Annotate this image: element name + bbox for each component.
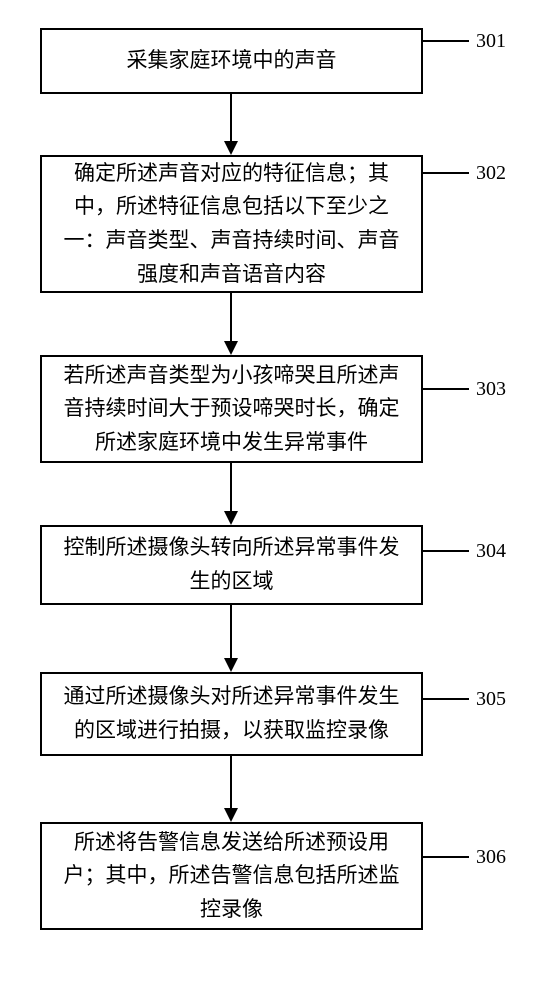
step-label-302: 302 [476, 162, 506, 185]
step-label-303: 303 [476, 378, 506, 401]
step-label-304: 304 [476, 540, 506, 563]
label-connector [423, 40, 469, 42]
label-connector [423, 856, 469, 858]
flow-edge [230, 293, 232, 343]
flow-node-text: 通过所述摄像头对所述异常事件发生的区域进行拍摄，以获取监控录像 [56, 680, 407, 747]
flow-edge [230, 463, 232, 513]
label-connector [423, 698, 469, 700]
step-label-301: 301 [476, 30, 506, 53]
flow-node-text: 所述将告警信息发送给所述预设用户；其中，所述告警信息包括所述监控录像 [56, 826, 407, 927]
flow-node-n1: 采集家庭环境中的声音 [40, 28, 423, 94]
step-label-306: 306 [476, 846, 506, 869]
flow-edge [230, 756, 232, 810]
flow-node-text: 确定所述声音对应的特征信息；其中，所述特征信息包括以下至少之一：声音类型、声音持… [56, 157, 407, 291]
flow-node-n2: 确定所述声音对应的特征信息；其中，所述特征信息包括以下至少之一：声音类型、声音持… [40, 155, 423, 293]
arrowhead-icon [224, 808, 238, 822]
flowchart-canvas: 采集家庭环境中的声音 301 确定所述声音对应的特征信息；其中，所述特征信息包括以下… [0, 0, 537, 1000]
arrowhead-icon [224, 658, 238, 672]
step-label-305: 305 [476, 688, 506, 711]
label-connector [423, 172, 469, 174]
flow-edge [230, 605, 232, 660]
flow-node-text: 采集家庭环境中的声音 [56, 44, 407, 78]
flow-node-n3: 若所述声音类型为小孩啼哭且所述声音持续时间大于预设啼哭时长，确定所述家庭环境中发… [40, 355, 423, 463]
label-connector [423, 550, 469, 552]
label-connector [423, 388, 469, 390]
flow-edge [230, 94, 232, 143]
flow-node-text: 若所述声音类型为小孩啼哭且所述声音持续时间大于预设啼哭时长，确定所述家庭环境中发… [56, 359, 407, 460]
arrowhead-icon [224, 341, 238, 355]
flow-node-n4: 控制所述摄像头转向所述异常事件发生的区域 [40, 525, 423, 605]
flow-node-n6: 所述将告警信息发送给所述预设用户；其中，所述告警信息包括所述监控录像 [40, 822, 423, 930]
flow-node-text: 控制所述摄像头转向所述异常事件发生的区域 [56, 531, 407, 598]
arrowhead-icon [224, 511, 238, 525]
flow-node-n5: 通过所述摄像头对所述异常事件发生的区域进行拍摄，以获取监控录像 [40, 672, 423, 756]
arrowhead-icon [224, 141, 238, 155]
